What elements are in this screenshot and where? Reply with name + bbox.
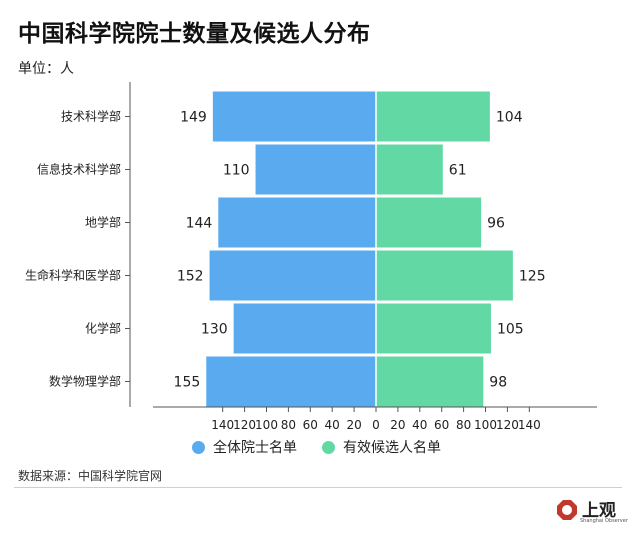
brand-name: 上观 — [582, 501, 616, 521]
value-label-left: 152 — [177, 269, 204, 285]
value-label-left: 130 — [201, 322, 228, 338]
value-label-right: 125 — [519, 269, 546, 285]
value-label-right: 61 — [449, 163, 467, 179]
bar-right — [376, 356, 484, 407]
value-label-left: 144 — [186, 216, 213, 232]
value-label-right: 104 — [496, 110, 523, 126]
bar-right — [376, 91, 490, 142]
category-label: 数学物理学部 — [49, 374, 121, 389]
legend-item-right: 有效候选人名单 — [322, 437, 441, 457]
value-axis-tick-label: 140 — [211, 418, 234, 432]
diverging-bar-chart: 技术科学部 149 104 信息技术科学部 110 61 地学部 144 96 生命科学和医学部 1… — [25, 82, 597, 432]
value-axis-tick-label: 40 — [412, 418, 427, 432]
value-axis-tick-label: 100 — [255, 418, 278, 432]
unit-label: 单位：人 — [18, 61, 74, 77]
category-label: 信息技术科学部 — [37, 162, 121, 177]
chart-title: 中国科学院院士数量及候选人分布 — [18, 21, 371, 47]
value-axis-tick-label: 80 — [456, 418, 471, 432]
value-label-right: 105 — [497, 322, 524, 338]
value-label-right: 96 — [487, 216, 505, 232]
value-axis-tick-label: 20 — [346, 418, 361, 432]
bar-right — [376, 144, 443, 195]
bar-right — [376, 197, 482, 248]
bar-right — [376, 250, 513, 301]
category-label: 生命科学和医学部 — [25, 268, 121, 283]
value-label-right: 98 — [489, 375, 507, 391]
category-label: 技术科学部 — [61, 109, 121, 124]
bar-left — [233, 303, 376, 354]
bar-left — [212, 91, 376, 142]
value-axis-tick-label: 140 — [518, 418, 541, 432]
value-axis-tick-label: 100 — [474, 418, 497, 432]
value-axis-tick-label: 120 — [233, 418, 256, 432]
bar-left — [206, 356, 376, 407]
bar-left — [218, 197, 376, 248]
category-label: 化学部 — [85, 321, 121, 336]
bar-left — [255, 144, 376, 195]
footer-divider — [14, 487, 622, 488]
brand-logo-block: 上观 Shanghai Observer — [556, 496, 628, 530]
bar-left — [209, 250, 376, 301]
value-axis-tick-label: 0 — [372, 418, 380, 432]
data-source: 数据来源：中国科学院官网 — [18, 469, 163, 483]
legend-swatch-right — [322, 440, 335, 454]
value-label-left: 110 — [223, 163, 250, 179]
category-label: 地学部 — [85, 215, 121, 230]
legend-item-left: 全体院士名单 — [192, 437, 297, 457]
value-label-left: 149 — [180, 110, 207, 126]
value-axis-tick-label: 60 — [303, 418, 318, 432]
brand-subtitle: Shanghai Observer — [580, 518, 628, 524]
value-axis-tick-label: 20 — [390, 418, 405, 432]
legend-label-left: 全体院士名单 — [213, 440, 297, 456]
value-axis-tick-label: 120 — [496, 418, 519, 432]
legend-swatch-left — [192, 440, 205, 454]
value-label-left: 155 — [174, 375, 201, 391]
brand-emblem-icon — [557, 500, 577, 520]
bar-right — [376, 303, 491, 354]
legend-label-right: 有效候选人名单 — [343, 440, 441, 456]
value-axis-tick-label: 40 — [325, 418, 340, 432]
value-axis-tick-label: 80 — [281, 418, 296, 432]
value-axis-tick-label: 60 — [434, 418, 449, 432]
